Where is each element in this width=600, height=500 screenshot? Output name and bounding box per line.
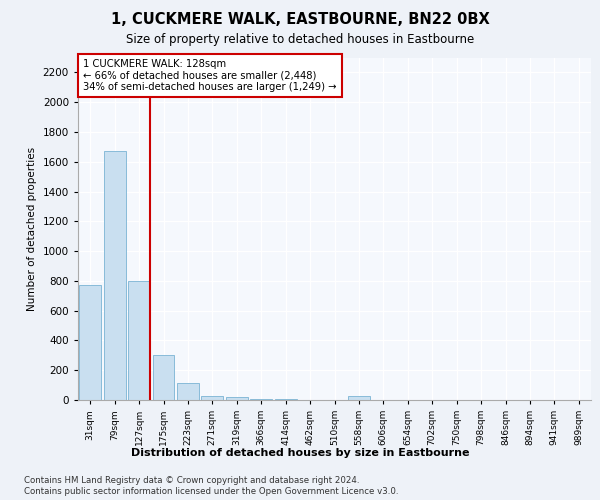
Bar <box>104 152 125 400</box>
Text: Contains HM Land Registry data © Crown copyright and database right 2024.: Contains HM Land Registry data © Crown c… <box>24 476 359 485</box>
Bar <box>250 398 272 400</box>
Y-axis label: Number of detached properties: Number of detached properties <box>27 146 37 311</box>
Bar <box>128 281 150 400</box>
Text: Size of property relative to detached houses in Eastbourne: Size of property relative to detached ho… <box>126 32 474 46</box>
Bar <box>226 397 248 400</box>
Bar <box>152 356 175 400</box>
Text: Distribution of detached houses by size in Eastbourne: Distribution of detached houses by size … <box>131 448 469 458</box>
Bar <box>177 383 199 400</box>
Text: 1 CUCKMERE WALK: 128sqm
← 66% of detached houses are smaller (2,448)
34% of semi: 1 CUCKMERE WALK: 128sqm ← 66% of detache… <box>83 59 337 92</box>
Text: Contains public sector information licensed under the Open Government Licence v3: Contains public sector information licen… <box>24 487 398 496</box>
Bar <box>348 396 370 400</box>
Bar <box>202 396 223 400</box>
Bar <box>275 399 296 400</box>
Bar <box>79 286 101 400</box>
Text: 1, CUCKMERE WALK, EASTBOURNE, BN22 0BX: 1, CUCKMERE WALK, EASTBOURNE, BN22 0BX <box>110 12 490 28</box>
